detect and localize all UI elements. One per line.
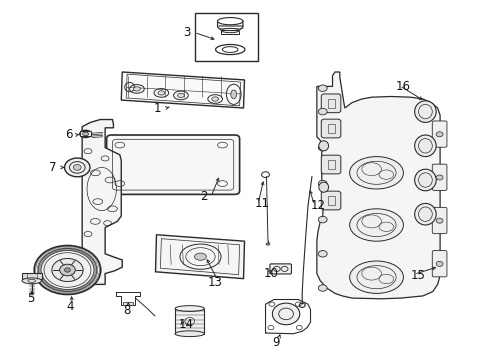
- FancyBboxPatch shape: [321, 191, 340, 210]
- Ellipse shape: [318, 182, 328, 192]
- Ellipse shape: [175, 306, 204, 311]
- Text: 15: 15: [410, 269, 425, 282]
- FancyBboxPatch shape: [431, 207, 446, 234]
- Ellipse shape: [414, 101, 435, 122]
- Ellipse shape: [414, 135, 435, 157]
- Ellipse shape: [318, 141, 328, 151]
- Text: 3: 3: [183, 26, 190, 39]
- Ellipse shape: [158, 91, 164, 95]
- Bar: [123, 302, 133, 305]
- Ellipse shape: [60, 264, 75, 276]
- Ellipse shape: [435, 132, 442, 137]
- Polygon shape: [155, 235, 244, 279]
- FancyBboxPatch shape: [431, 164, 446, 190]
- Ellipse shape: [52, 258, 83, 282]
- Ellipse shape: [435, 218, 442, 223]
- Text: 16: 16: [395, 80, 410, 93]
- Ellipse shape: [82, 132, 88, 136]
- Text: 5: 5: [26, 292, 34, 305]
- Polygon shape: [121, 72, 244, 108]
- Polygon shape: [82, 120, 122, 284]
- Bar: [327, 196, 335, 205]
- Text: 14: 14: [178, 318, 193, 330]
- Text: 7: 7: [49, 161, 56, 174]
- Ellipse shape: [318, 144, 326, 151]
- FancyBboxPatch shape: [269, 264, 291, 274]
- Ellipse shape: [64, 268, 70, 272]
- Ellipse shape: [318, 108, 326, 115]
- Bar: [327, 160, 335, 169]
- Bar: [194, 13, 258, 61]
- Ellipse shape: [435, 261, 442, 266]
- Ellipse shape: [318, 85, 326, 91]
- FancyBboxPatch shape: [106, 135, 239, 194]
- Ellipse shape: [177, 93, 184, 98]
- Bar: [327, 99, 335, 108]
- Ellipse shape: [349, 261, 403, 293]
- Text: 10: 10: [264, 267, 278, 280]
- FancyBboxPatch shape: [321, 119, 340, 138]
- Ellipse shape: [230, 90, 236, 99]
- Ellipse shape: [414, 203, 435, 225]
- Ellipse shape: [133, 87, 140, 91]
- Text: 8: 8: [123, 304, 131, 317]
- Ellipse shape: [73, 165, 81, 170]
- FancyBboxPatch shape: [431, 251, 446, 277]
- Ellipse shape: [22, 278, 41, 284]
- Ellipse shape: [194, 253, 206, 260]
- Ellipse shape: [414, 169, 435, 191]
- Ellipse shape: [265, 243, 269, 245]
- FancyBboxPatch shape: [321, 155, 340, 174]
- Ellipse shape: [349, 157, 403, 189]
- Text: 12: 12: [310, 199, 325, 212]
- Text: 4: 4: [66, 300, 74, 313]
- Ellipse shape: [318, 180, 326, 187]
- Text: 11: 11: [254, 197, 269, 210]
- Bar: [80, 131, 91, 136]
- Text: 6: 6: [65, 129, 72, 141]
- Ellipse shape: [435, 175, 442, 180]
- Text: 9: 9: [272, 336, 280, 349]
- Ellipse shape: [318, 216, 326, 223]
- Ellipse shape: [211, 97, 218, 101]
- Bar: [327, 124, 335, 133]
- Ellipse shape: [349, 209, 403, 241]
- Ellipse shape: [272, 303, 299, 325]
- Text: 13: 13: [207, 276, 222, 289]
- Bar: [175, 309, 204, 334]
- FancyBboxPatch shape: [321, 94, 340, 113]
- Ellipse shape: [175, 331, 204, 337]
- Ellipse shape: [34, 246, 101, 294]
- Text: 2: 2: [200, 190, 207, 203]
- Polygon shape: [316, 72, 439, 299]
- Bar: [22, 273, 41, 279]
- FancyBboxPatch shape: [431, 121, 446, 147]
- Ellipse shape: [318, 251, 326, 257]
- Text: 1: 1: [154, 102, 161, 114]
- Ellipse shape: [80, 130, 91, 138]
- Ellipse shape: [64, 158, 90, 177]
- Ellipse shape: [318, 285, 326, 291]
